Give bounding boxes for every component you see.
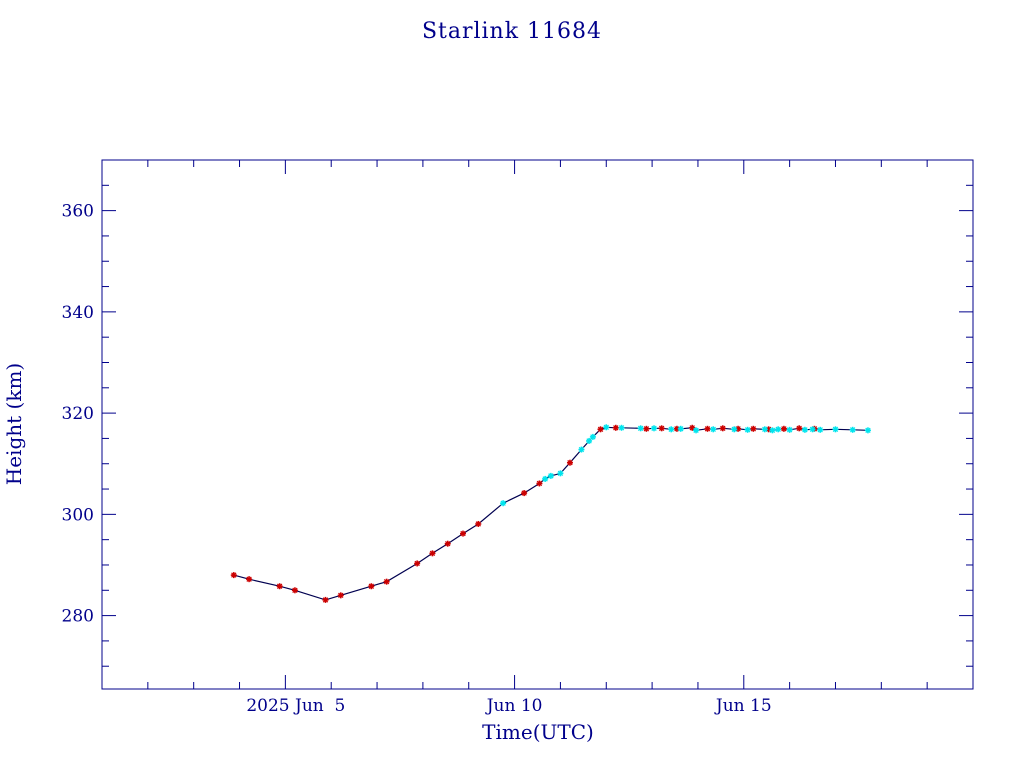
data-point-red — [704, 425, 711, 432]
data-point-red — [429, 550, 436, 557]
y-axis-tick-labels: 280 300 320 340 360 — [62, 202, 94, 627]
x-axis-tick-labels: 2025 Jun 5 Jun 10 Jun 15 — [246, 696, 771, 716]
data-point-cyan — [637, 425, 644, 432]
data-point-cyan — [769, 427, 776, 434]
x-axis-label: Time(UTC) — [482, 720, 594, 744]
data-point-cyan — [801, 426, 808, 433]
data-point-cyan — [731, 426, 738, 433]
data-point-red — [658, 425, 665, 432]
chart-title: Starlink 11684 — [422, 19, 602, 44]
data-point-cyan — [864, 427, 871, 434]
data-point-cyan — [761, 426, 768, 433]
data-point-cyan — [586, 437, 593, 444]
y-tick-label: 320 — [62, 404, 94, 424]
data-point-red — [780, 425, 787, 432]
x-tick-label: 2025 Jun 5 — [246, 696, 345, 716]
data-point-red — [414, 560, 421, 567]
data-point-red — [230, 572, 237, 579]
height-line — [233, 426, 868, 601]
data-point-red — [521, 490, 528, 497]
data-point-cyan — [618, 424, 625, 431]
data-point-cyan — [677, 425, 684, 432]
data-point-red — [597, 426, 604, 433]
data-point-cyan — [786, 426, 793, 433]
y-tick-label: 340 — [62, 303, 94, 323]
data-point-cyan — [668, 426, 675, 433]
y-tick-label: 300 — [62, 505, 94, 525]
series-points — [230, 424, 871, 603]
data-point-red — [719, 425, 726, 432]
data-point-cyan — [775, 426, 782, 433]
data-point-red — [322, 596, 329, 603]
data-point-cyan — [589, 433, 596, 440]
data-point-cyan — [547, 472, 554, 479]
data-point-red — [291, 587, 298, 594]
data-point-red — [750, 425, 757, 432]
data-point-red — [475, 520, 482, 527]
data-point-cyan — [603, 424, 610, 431]
data-point-cyan — [500, 500, 507, 507]
data-point-cyan — [651, 425, 658, 432]
x-axis-ticks — [147, 160, 928, 689]
data-point-red — [246, 576, 253, 583]
data-point-cyan — [849, 426, 856, 433]
data-point-cyan — [557, 470, 564, 477]
y-axis-ticks — [102, 159, 973, 667]
data-point-cyan — [710, 426, 717, 433]
data-point-cyan — [542, 475, 549, 482]
data-point-red — [643, 425, 650, 432]
x-tick-label: Jun 10 — [485, 696, 543, 716]
data-point-red — [444, 540, 451, 547]
data-point-red — [796, 425, 803, 432]
data-point-red — [460, 530, 467, 537]
data-point-red — [536, 480, 543, 487]
data-point-cyan — [809, 426, 816, 433]
data-point-red — [566, 459, 573, 466]
x-tick-label: Jun 15 — [714, 696, 772, 716]
data-point-cyan — [578, 446, 585, 453]
data-point-red — [276, 583, 283, 590]
y-tick-label: 280 — [62, 607, 94, 627]
data-point-red — [612, 424, 619, 431]
data-point-cyan — [832, 426, 839, 433]
y-tick-label: 360 — [62, 202, 94, 222]
plot-frame — [101, 159, 974, 690]
data-point-red — [337, 592, 344, 599]
data-point-cyan — [817, 426, 824, 433]
data-point-red — [368, 583, 375, 590]
data-point-red — [383, 578, 390, 585]
data-point-cyan — [744, 426, 751, 433]
y-axis-label: Height (km) — [2, 363, 26, 485]
data-point-cyan — [693, 427, 700, 434]
